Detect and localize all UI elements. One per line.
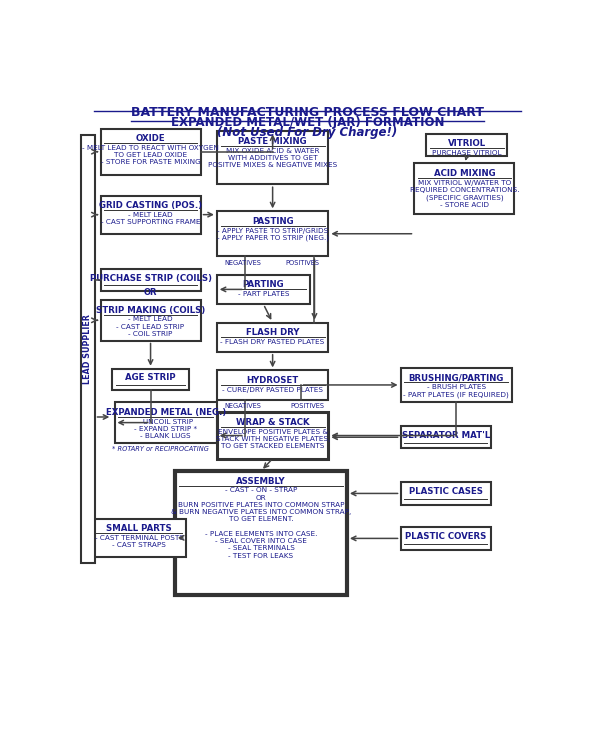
Text: ASSEMBLY: ASSEMBLY — [236, 477, 286, 485]
Text: SMALL PARTS: SMALL PARTS — [106, 524, 172, 534]
Text: - CAST TERMINAL POSTS
- CAST STRAPS: - CAST TERMINAL POSTS - CAST STRAPS — [95, 535, 184, 548]
Text: - APPLY PASTE TO STRIP/GRIDS
- APPLY PAPER TO STRIP (NEG.): - APPLY PASTE TO STRIP/GRIDS - APPLY PAP… — [217, 228, 329, 242]
Text: EXPANDED METAL (NEG.): EXPANDED METAL (NEG.) — [106, 408, 226, 417]
FancyBboxPatch shape — [112, 369, 189, 390]
FancyBboxPatch shape — [426, 134, 508, 156]
Text: - MELT LEAD
- CAST LEAD STRIP
- COIL STRIP: - MELT LEAD - CAST LEAD STRIP - COIL STR… — [116, 316, 185, 337]
Text: PURCHASE STRIP (COILS): PURCHASE STRIP (COILS) — [89, 274, 212, 283]
Text: - PART PLATES: - PART PLATES — [238, 291, 289, 297]
Text: PURCHASE VITRIOL: PURCHASE VITRIOL — [432, 150, 502, 156]
Text: POSITIVES: POSITIVES — [286, 260, 320, 266]
Text: NEGATIVES: NEGATIVES — [224, 403, 261, 409]
FancyBboxPatch shape — [92, 519, 185, 557]
FancyBboxPatch shape — [217, 211, 328, 256]
FancyBboxPatch shape — [401, 483, 491, 504]
Text: - MELT LEAD TO REACT WITH OXYGEN
TO GET LEAD OXIDE
- STORE FOR PASTE MIXING: - MELT LEAD TO REACT WITH OXYGEN TO GET … — [82, 145, 219, 166]
Text: OXIDE: OXIDE — [136, 134, 166, 143]
FancyBboxPatch shape — [101, 196, 200, 234]
Text: BRUSHING/PARTING: BRUSHING/PARTING — [409, 373, 504, 382]
Text: AGE STRIP: AGE STRIP — [125, 373, 176, 382]
Text: SEPARATOR MAT'L: SEPARATOR MAT'L — [402, 431, 490, 440]
Text: - CURE/DRY PASTED PLATES: - CURE/DRY PASTED PLATES — [222, 387, 323, 393]
Text: * ROTARY or RECIPROCATING: * ROTARY or RECIPROCATING — [112, 445, 209, 452]
Text: PLASTIC COVERS: PLASTIC COVERS — [405, 532, 487, 541]
FancyBboxPatch shape — [101, 128, 200, 174]
Text: FLASH DRY: FLASH DRY — [246, 328, 299, 337]
Text: GRID CASTING (POS.): GRID CASTING (POS.) — [99, 201, 202, 210]
Text: PASTE MIXING: PASTE MIXING — [238, 137, 307, 146]
FancyBboxPatch shape — [401, 367, 512, 402]
FancyBboxPatch shape — [175, 471, 347, 595]
Text: POSITIVES: POSITIVES — [290, 403, 325, 409]
FancyBboxPatch shape — [401, 527, 491, 550]
FancyBboxPatch shape — [217, 323, 328, 352]
Text: OR: OR — [144, 288, 157, 297]
Text: ACID MIXING: ACID MIXING — [434, 169, 495, 178]
Text: - FLASH DRY PASTED PLATES: - FLASH DRY PASTED PLATES — [221, 339, 325, 345]
Text: MIX OXIDE ACID & WATER
WITH ADDITIVES TO GET
POSITIVE MIXES & NEGATIVE MIXES: MIX OXIDE ACID & WATER WITH ADDITIVES TO… — [208, 147, 337, 168]
FancyBboxPatch shape — [217, 412, 328, 458]
Text: - MELT LEAD
- CAST SUPPORTING FRAME: - MELT LEAD - CAST SUPPORTING FRAME — [101, 212, 200, 225]
Text: MIX VITRIOL W/WATER TO
REQUIRED CONCENTRATIONS.
(SPECIFIC GRAVITIES)
- STORE ACI: MIX VITRIOL W/WATER TO REQUIRED CONCENTR… — [410, 180, 519, 208]
Text: VITRIOL: VITRIOL — [448, 139, 486, 148]
FancyBboxPatch shape — [217, 131, 328, 184]
FancyBboxPatch shape — [415, 164, 514, 214]
Text: ENVELOPE POSITIVE PLATES &
STACK WITH NEGATIVE PLATES,
TO GET STACKED ELEMENTS: ENVELOPE POSITIVE PLATES & STACK WITH NE… — [215, 429, 330, 449]
Text: - UNCOIL STRIP
- EXPAND STRIP *
- BLANK LUGS: - UNCOIL STRIP - EXPAND STRIP * - BLANK … — [134, 419, 197, 439]
FancyBboxPatch shape — [401, 426, 491, 448]
Text: HYDROSET: HYDROSET — [247, 376, 299, 385]
FancyBboxPatch shape — [115, 402, 217, 443]
FancyBboxPatch shape — [217, 274, 310, 304]
Text: - BRUSH PLATES
- PART PLATES (IF REQUIRED): - BRUSH PLATES - PART PLATES (IF REQUIRE… — [403, 384, 509, 398]
Text: LEAD SUPPLIER: LEAD SUPPLIER — [83, 314, 92, 384]
FancyBboxPatch shape — [101, 300, 200, 340]
Text: WRAP & STACK: WRAP & STACK — [236, 418, 310, 427]
Text: EXPANDED METAL/WET (JAR) FORMATION: EXPANDED METAL/WET (JAR) FORMATION — [171, 116, 444, 128]
Text: (Not Used For Dry Charge!): (Not Used For Dry Charge!) — [217, 126, 398, 139]
Text: - CAST - ON - STRAP
OR
BURN POSITIVE PLATES INTO COMMON STRAP
& BURN NEGATIVE PL: - CAST - ON - STRAP OR BURN POSITIVE PLA… — [171, 487, 351, 558]
FancyBboxPatch shape — [101, 269, 200, 291]
Text: NEGATIVES: NEGATIVES — [224, 260, 261, 266]
Text: BATTERY MANUFACTURING PROCESS FLOW CHART: BATTERY MANUFACTURING PROCESS FLOW CHART — [131, 106, 484, 118]
Text: PARTING: PARTING — [242, 280, 284, 289]
FancyBboxPatch shape — [217, 370, 328, 399]
FancyBboxPatch shape — [80, 135, 95, 563]
Text: PLASTIC CASES: PLASTIC CASES — [409, 487, 483, 496]
Text: PASTING: PASTING — [252, 217, 293, 226]
Text: STRIP MAKING (COILS): STRIP MAKING (COILS) — [96, 306, 205, 315]
